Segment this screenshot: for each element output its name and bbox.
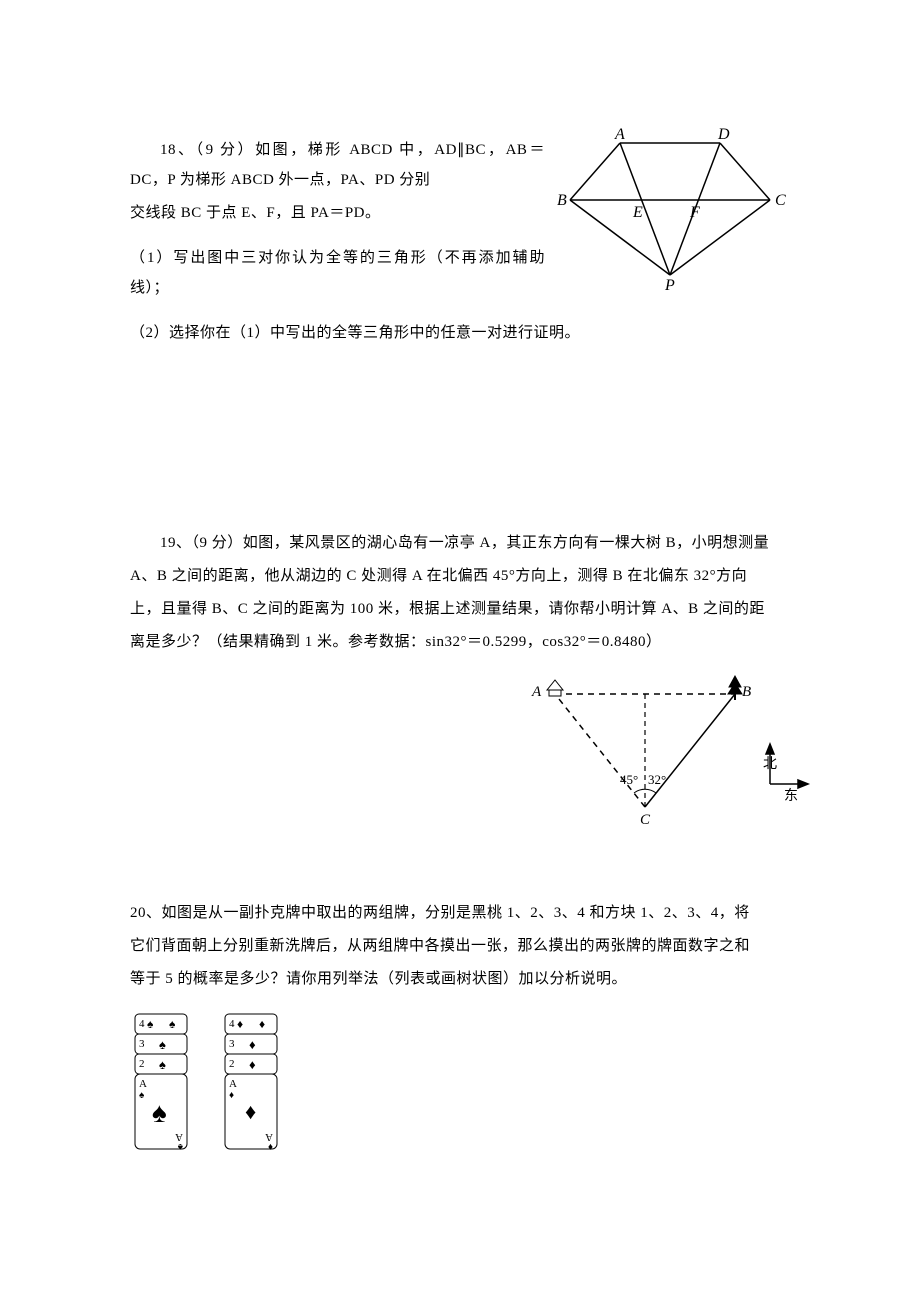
svg-text:♠: ♠ bbox=[159, 1037, 166, 1052]
label-east: 东 bbox=[784, 788, 798, 804]
svg-text:2: 2 bbox=[139, 1058, 145, 1070]
svg-text:4: 4 bbox=[139, 1018, 145, 1030]
label-P: P bbox=[664, 277, 675, 290]
svg-text:♠: ♠ bbox=[169, 1017, 176, 1031]
q19-line2: A、B 之间的距离，他从湖边的 C 处测得 A 在北偏西 45°方向上，测得 B… bbox=[130, 561, 790, 591]
svg-text:♦: ♦ bbox=[237, 1017, 243, 1031]
svg-text:♠: ♠ bbox=[159, 1057, 166, 1072]
label-45: 45° bbox=[620, 772, 638, 787]
svg-text:♦: ♦ bbox=[259, 1017, 265, 1031]
label-E: E bbox=[632, 204, 643, 221]
q19-line3: 上，且量得 B、C 之间的距离为 100 米，根据上述测量结果，请你帮小明计算 … bbox=[130, 594, 790, 624]
svg-text:2: 2 bbox=[229, 1058, 235, 1070]
q18-diagram: A D B C E F P bbox=[555, 125, 790, 301]
svg-text:♦: ♦ bbox=[249, 1037, 256, 1052]
q19-line1: 19、（9 分）如图，某风景区的湖心岛有一凉亭 A，其正东方向有一棵大树 B，小… bbox=[130, 528, 790, 558]
svg-text:♠: ♠ bbox=[147, 1017, 154, 1031]
q20-cards: 4 ♠ ♠ 3 ♠ 2 ♠ A ♠ ♠ bbox=[130, 1009, 790, 1170]
svg-text:♠: ♠ bbox=[139, 1090, 145, 1101]
q20-line2: 它们背面朝上分别重新洗牌后，从两组牌中各摸出一张，那么摸出的两张牌的牌面数字之和 bbox=[130, 931, 790, 961]
svg-text:4: 4 bbox=[229, 1018, 235, 1030]
q20-line1: 20、如图是从一副扑克牌中取出的两组牌，分别是黑桃 1、2、3、4 和方块 1、… bbox=[130, 898, 790, 928]
svg-text:♠: ♠ bbox=[152, 1098, 167, 1129]
svg-text:A: A bbox=[229, 1078, 237, 1090]
svg-text:♦: ♦ bbox=[249, 1057, 256, 1072]
q19-line4: 离是多少？（结果精确到 1 米。参考数据：sin32°＝0.5299，cos32… bbox=[130, 627, 790, 657]
q18-sub2: （2）选择你在（1）中写出的全等三角形中的任意一对进行证明。 bbox=[130, 318, 790, 348]
label-B: B bbox=[557, 192, 567, 209]
label-F: F bbox=[689, 204, 700, 221]
svg-text:♠: ♠ bbox=[177, 1141, 183, 1152]
svg-text:♦: ♦ bbox=[245, 1099, 256, 1124]
label-C2: C bbox=[640, 812, 651, 828]
label-B2: B bbox=[742, 684, 751, 700]
svg-text:A: A bbox=[139, 1078, 147, 1090]
q19-diagram: A B C 45° 32° 北 东 bbox=[520, 672, 820, 832]
svg-text:♦: ♦ bbox=[229, 1090, 234, 1101]
label-C: C bbox=[775, 192, 786, 209]
svg-text:3: 3 bbox=[139, 1038, 145, 1050]
label-32: 32° bbox=[648, 772, 666, 787]
svg-text:♦: ♦ bbox=[268, 1141, 273, 1152]
q20-line3: 等于 5 的概率是多少？请你用列举法（列表或画树状图）加以分析说明。 bbox=[130, 964, 790, 994]
label-A: A bbox=[614, 126, 625, 143]
label-north: 北 bbox=[763, 756, 777, 772]
label-A2: A bbox=[531, 684, 542, 700]
svg-text:3: 3 bbox=[229, 1038, 235, 1050]
label-D: D bbox=[717, 126, 730, 143]
